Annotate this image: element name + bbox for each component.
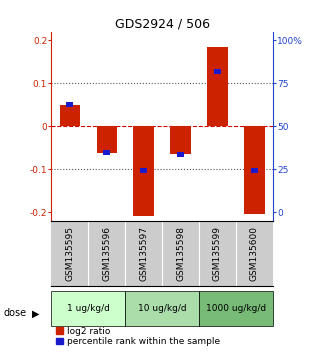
- Text: GSM135597: GSM135597: [139, 225, 148, 281]
- Legend: log2 ratio, percentile rank within the sample: log2 ratio, percentile rank within the s…: [56, 327, 220, 346]
- Title: GDS2924 / 506: GDS2924 / 506: [115, 18, 210, 31]
- Text: 1000 ug/kg/d: 1000 ug/kg/d: [206, 304, 266, 313]
- Bar: [207, 47, 228, 126]
- Bar: [244, 126, 265, 214]
- Bar: [51, 291, 125, 326]
- Bar: [170, 126, 191, 154]
- Text: GSM135595: GSM135595: [65, 225, 74, 281]
- Bar: [177, 152, 184, 157]
- Text: dose: dose: [3, 308, 26, 318]
- Text: GSM135600: GSM135600: [250, 225, 259, 281]
- Bar: [251, 168, 258, 173]
- Bar: [60, 105, 80, 126]
- Text: GSM135598: GSM135598: [176, 225, 185, 281]
- Text: ▶: ▶: [32, 308, 39, 318]
- Text: GSM135596: GSM135596: [102, 225, 111, 281]
- Bar: [97, 126, 117, 153]
- Bar: [66, 102, 73, 107]
- Text: 1 ug/kg/d: 1 ug/kg/d: [67, 304, 110, 313]
- Text: GSM135599: GSM135599: [213, 225, 222, 281]
- Bar: [199, 291, 273, 326]
- Bar: [140, 168, 147, 173]
- Bar: [103, 150, 110, 155]
- Text: 10 ug/kg/d: 10 ug/kg/d: [138, 304, 187, 313]
- Bar: [214, 69, 221, 74]
- Bar: [134, 126, 154, 216]
- Bar: [125, 291, 199, 326]
